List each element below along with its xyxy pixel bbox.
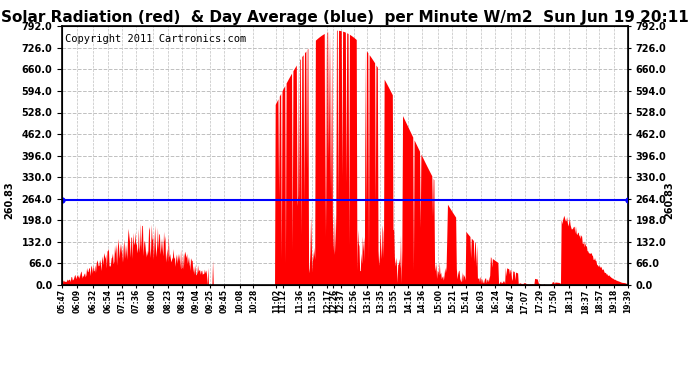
Text: Copyright 2011 Cartronics.com: Copyright 2011 Cartronics.com <box>65 34 246 44</box>
Text: 260.83: 260.83 <box>4 181 14 219</box>
Text: 260.83: 260.83 <box>664 181 675 219</box>
Title: Solar Radiation (red)  & Day Average (blue)  per Minute W/m2  Sun Jun 19 20:11: Solar Radiation (red) & Day Average (blu… <box>1 10 689 25</box>
